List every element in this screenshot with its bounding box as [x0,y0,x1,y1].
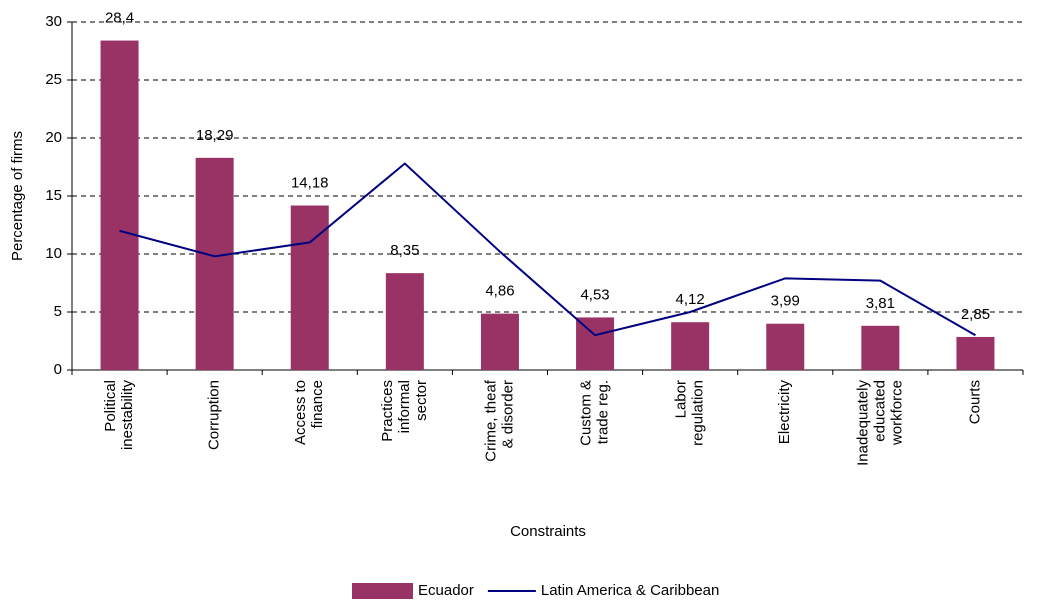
x-tick-label: workforce [888,380,905,446]
bar [576,317,615,370]
data-label: 18,29 [196,127,234,144]
y-tick-label: 5 [54,303,62,320]
data-label: 4,53 [580,286,609,303]
y-tick-label: 30 [45,13,62,30]
bar [861,325,900,370]
line [119,162,976,337]
x-tick-label: Custom & [578,380,595,446]
data-label: 28,4 [105,10,134,27]
x-tick-label: educated [871,380,888,442]
x-tick-label: inestability [119,380,136,451]
y-tick-label: 15 [45,187,62,204]
data-label: 8,35 [390,242,419,259]
x-axis-title: Constraints [510,523,586,540]
x-tick-label: Practices [379,380,396,442]
data-label: 2,85 [961,306,990,323]
bar [480,313,519,370]
bar [385,273,424,370]
data-label: 4,12 [676,291,705,308]
bar [956,336,995,370]
y-tick-label: 0 [54,361,62,378]
data-label: 4,86 [485,283,514,300]
y-axis-title: Percentage of firms [9,131,26,261]
x-tick-label: finance [309,380,326,428]
x-tick-label: informal [396,380,413,433]
x-tick-label: trade reg. [595,380,612,444]
x-tick-label: Crime, theaf [482,379,499,462]
y-tick-label: 20 [45,129,62,146]
bar [671,322,710,370]
data-label: 3,99 [771,293,800,310]
data-label: 3,81 [866,295,895,312]
x-tick-label: Inadequately [854,380,871,466]
x-tick-label: Corruption [206,380,223,450]
bar [195,157,234,370]
x-tick-label: Electricity [776,380,793,445]
bar [100,40,139,371]
x-tick-label: Courts [966,380,983,424]
legend-label: Latin America & Caribbean [541,582,719,599]
y-tick-label: 25 [45,71,62,88]
x-tick-label: Access to [292,380,309,445]
legend-swatch [352,583,413,599]
y-tick-label: 10 [45,245,62,262]
x-tick-label: regulation [690,380,707,446]
x-tick-label: & disorder [499,380,516,448]
legend-label: Ecuador [418,582,474,599]
x-tick-label: sector [413,380,430,421]
data-label: 14,18 [291,174,329,191]
x-tick-label: Political [102,380,119,432]
bar [766,323,805,370]
x-tick-label: Labor [673,380,690,418]
